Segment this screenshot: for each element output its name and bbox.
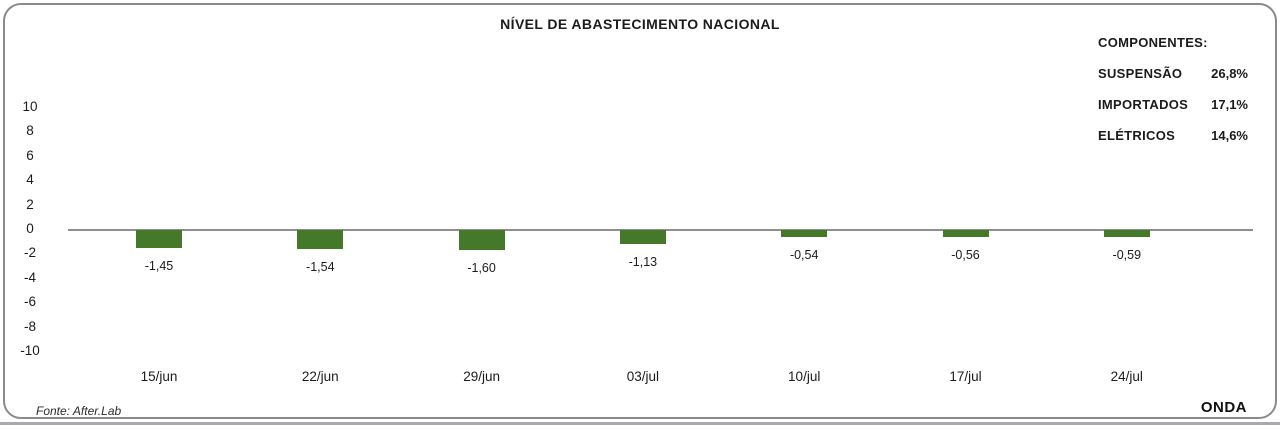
bar	[781, 230, 828, 237]
legend-value: 14,6%	[1211, 128, 1248, 143]
bar-value-label: -1,54	[306, 259, 335, 274]
bar	[136, 230, 182, 248]
bar-value-label: -0,54	[789, 247, 819, 262]
x-tick-label: 24/jul	[1110, 369, 1143, 384]
legend-label: ELÉTRICOS	[1098, 128, 1176, 143]
x-tick-label: 10/jul	[788, 369, 821, 384]
y-tick-label: 2	[26, 196, 34, 212]
y-tick-label: -10	[20, 343, 40, 358]
bar-value-label: -0,56	[951, 247, 980, 262]
source-note: Fonte: After.Lab	[36, 404, 122, 418]
legend-value: 26,8%	[1211, 66, 1248, 81]
brand-logo: ONDA	[1200, 399, 1247, 416]
y-tick-label: 10	[22, 99, 38, 114]
legend-label: SUSPENSÃO	[1098, 66, 1183, 81]
bar	[297, 230, 344, 249]
components-legend: COMPONENTES: SUSPENSÃO 26,8% IMPORTADOS …	[1098, 36, 1248, 143]
legend-item-importados: IMPORTADOS 17,1%	[1098, 98, 1248, 112]
chart-card	[3, 3, 1277, 419]
legend-label: IMPORTADOS	[1098, 97, 1189, 112]
bar	[1103, 230, 1150, 238]
bar	[619, 230, 666, 244]
y-tick-label: -4	[23, 269, 36, 285]
bar-value-label: -1,45	[144, 258, 174, 273]
x-tick-label: 22/jun	[301, 369, 339, 384]
y-tick-label: 0	[26, 221, 34, 236]
bar-value-label: -0,59	[1112, 248, 1142, 263]
legend-item-suspensao: SUSPENSÃO 26,8%	[1098, 67, 1248, 81]
bar-value-label: -1,60	[467, 260, 496, 275]
y-tick-label: -8	[23, 318, 36, 334]
y-tick-label: -6	[23, 294, 36, 310]
components-heading: COMPONENTES:	[1098, 35, 1208, 50]
legend-item-eletricos: ELÉTRICOS 14,6%	[1098, 129, 1248, 143]
y-tick-label: -2	[23, 245, 36, 261]
chart-title: NÍVEL DE ABASTECIMENTO NACIONAL	[500, 16, 780, 32]
bar-value-label: -1,13	[628, 254, 658, 269]
x-tick-label: 17/jul	[949, 369, 982, 384]
y-tick-label: 6	[26, 147, 34, 163]
y-tick-label: 4	[26, 172, 34, 188]
bar	[458, 230, 505, 250]
legend-value: 17,1%	[1211, 97, 1248, 112]
x-tick-label: 29/jun	[463, 369, 500, 384]
bar	[942, 230, 989, 237]
x-tick-label: 15/jun	[140, 369, 178, 384]
y-tick-label: 8	[26, 123, 34, 139]
bottom-divider	[0, 422, 1280, 425]
x-tick-label: 03/jul	[626, 369, 660, 384]
